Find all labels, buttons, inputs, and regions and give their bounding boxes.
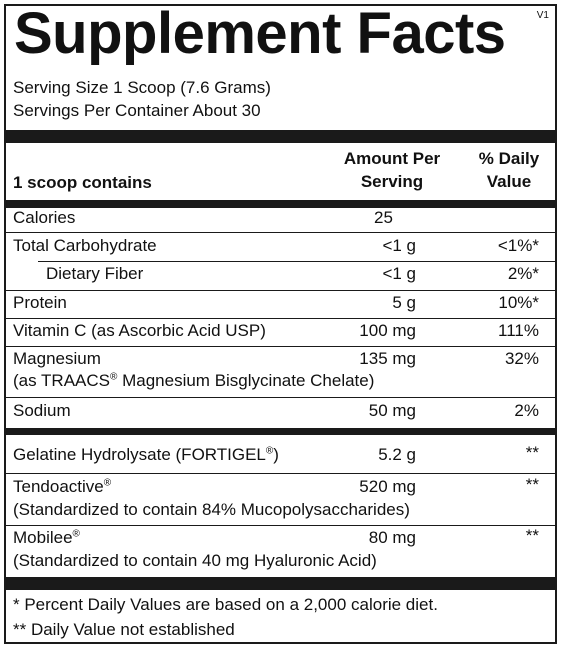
- thick-divider-top: [6, 130, 555, 143]
- header-amount: Amount Per Serving: [332, 148, 452, 194]
- row-daily-value: 2%: [514, 401, 539, 420]
- footnote-not-established: ** Daily Value not established: [13, 620, 235, 639]
- row-daily-value: **: [525, 475, 539, 494]
- version-mark: V1: [536, 10, 549, 21]
- row-detail: (as TRAACS® Magnesium Bisglycinate Chela…: [13, 371, 375, 390]
- row-divider: [6, 290, 555, 291]
- servings-per-container: Servings Per Container About 30: [13, 101, 261, 120]
- row-daily-value: **: [525, 526, 539, 545]
- row-amount: 135 mg: [359, 349, 416, 368]
- row-amount: <1 g: [382, 264, 416, 283]
- row-daily-value: 10%*: [498, 293, 539, 312]
- row-divider: [6, 525, 555, 526]
- row-amount: 5 g: [392, 293, 416, 312]
- row-daily-value: <1%*: [497, 236, 539, 255]
- row-name: Mobilee®: [13, 528, 80, 547]
- row-name: Magnesium: [13, 349, 101, 368]
- row-daily-value: 32%: [504, 349, 539, 368]
- row-divider: [6, 473, 555, 474]
- row-divider: [6, 346, 555, 347]
- row-divider: [6, 318, 555, 319]
- row-amount: 50 mg: [368, 401, 416, 420]
- row-daily-value: 111%: [498, 321, 539, 340]
- row-amount: 520 mg: [359, 477, 416, 496]
- row-name: Dietary Fiber: [46, 264, 144, 283]
- row-detail: (Standardized to contain 84% Mucopolysac…: [13, 500, 410, 519]
- row-amount: <1 g: [382, 236, 416, 255]
- row-divider: [6, 232, 555, 233]
- row-daily-value: **: [525, 443, 539, 462]
- row-divider: [38, 261, 555, 262]
- serving-size: Serving Size 1 Scoop (7.6 Grams): [13, 78, 271, 97]
- row-name: Gelatine Hydrolysate (FORTIGEL®): [13, 445, 279, 464]
- row-amount: 80 mg: [368, 528, 416, 547]
- footnote-daily-values: * Percent Daily Values are based on a 2,…: [13, 595, 438, 614]
- header-dv-line2: Value: [486, 171, 532, 191]
- thick-divider-middle: [6, 428, 555, 435]
- row-name: Tendoactive®: [13, 477, 112, 496]
- header-contains: 1 scoop contains: [13, 173, 152, 192]
- row-amount: 5.2 g: [378, 445, 416, 464]
- thick-divider-bottom: [6, 577, 555, 590]
- header-amount-line1: Amount Per: [343, 149, 441, 168]
- row-daily-value: 2%*: [507, 264, 539, 283]
- row-name: Protein: [13, 293, 67, 312]
- row-name: Sodium: [13, 401, 71, 420]
- supplement-facts-panel: Supplement Facts V1 Serving Size 1 Scoop…: [4, 1, 557, 644]
- row-name: Total Carbohydrate: [13, 236, 157, 255]
- row-amount: 25: [374, 208, 393, 227]
- panel-title: Supplement Facts: [14, 1, 506, 66]
- row-name: Vitamin C (as Ascorbic Acid USP): [13, 321, 266, 340]
- header-dv-line1: % Daily: [478, 149, 540, 168]
- row-name: Calories: [13, 208, 76, 227]
- row-detail: (Standardized to contain 40 mg Hyaluroni…: [13, 551, 377, 570]
- header-amount-line2: Serving: [360, 171, 424, 191]
- row-amount: 100 mg: [359, 321, 416, 340]
- row-divider: [6, 397, 555, 398]
- header-daily-value: % Daily Value: [464, 148, 554, 194]
- thick-divider-header: [6, 200, 555, 208]
